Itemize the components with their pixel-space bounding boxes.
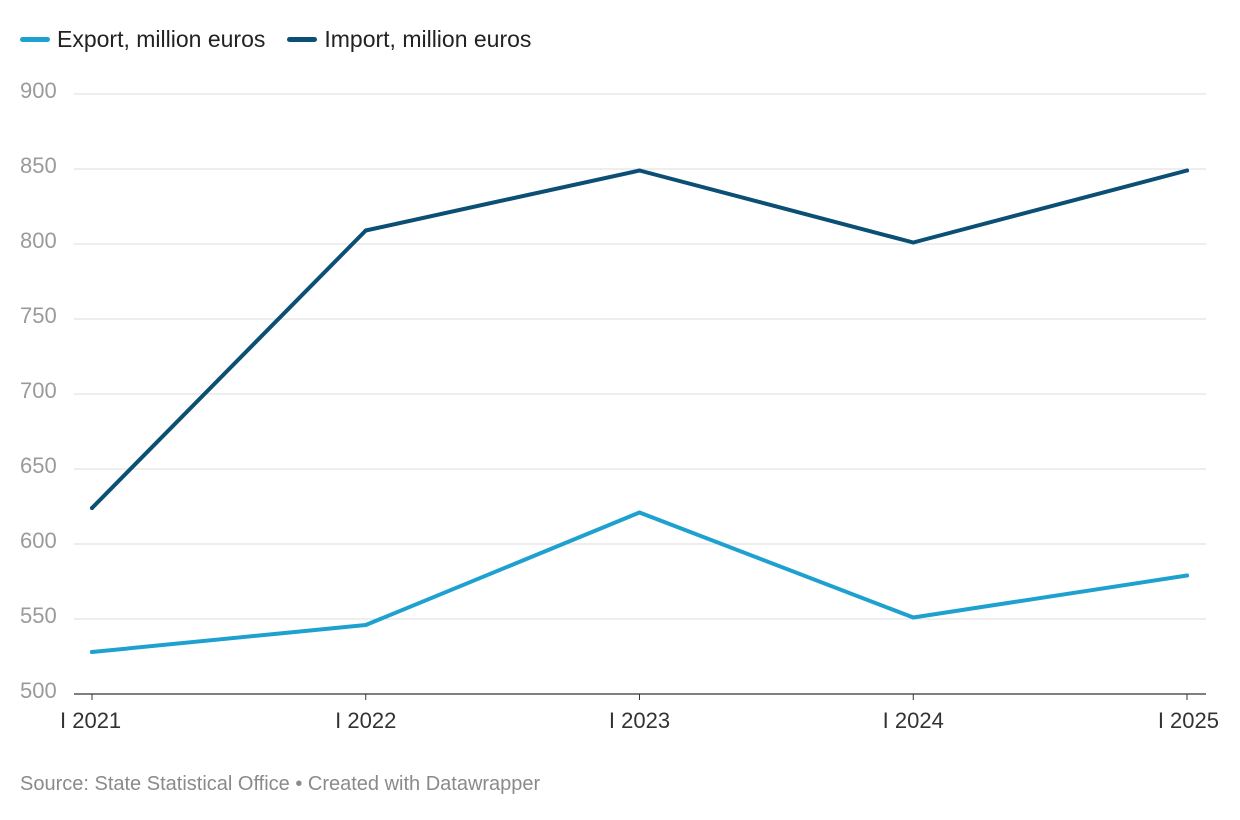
legend-item-import: Import, million euros (287, 26, 531, 53)
legend-swatch-import (287, 37, 318, 42)
legend: Export, million euros Import, million eu… (20, 26, 531, 53)
legend-item-export: Export, million euros (20, 26, 265, 53)
y-tick-label: 700 (20, 378, 57, 403)
x-tick-label: I 2021 (60, 708, 121, 733)
y-tick-label: 650 (20, 453, 57, 478)
data-point-import (1185, 168, 1189, 173)
data-point-export (1185, 573, 1189, 578)
legend-swatch-export (20, 37, 50, 42)
x-tick-label: I 2022 (335, 708, 396, 733)
x-tick-label: I 2025 (1158, 708, 1219, 733)
y-tick-label: 800 (20, 228, 57, 253)
y-tick-label: 750 (20, 303, 57, 328)
x-tick-label: I 2023 (609, 708, 670, 733)
legend-label-export: Export, million euros (57, 26, 266, 52)
y-tick-label: 500 (20, 678, 57, 703)
series-line-export (90, 510, 1189, 654)
data-point-export (363, 623, 368, 627)
data-point-import (637, 168, 642, 173)
x-tick-label: I 2024 (883, 708, 944, 733)
source-note: Source: State Statistical Office • Creat… (20, 773, 541, 795)
y-tick-label: 900 (20, 78, 57, 103)
data-point-export (637, 510, 642, 515)
y-tick-label: 550 (20, 603, 57, 628)
data-point-import (90, 506, 94, 510)
data-point-export (911, 615, 916, 620)
y-tick-label: 850 (20, 153, 57, 178)
data-point-import (363, 228, 368, 233)
legend-label-import: Import, million euros (324, 26, 532, 52)
data-point-import (911, 240, 916, 245)
series-line-import (90, 168, 1189, 510)
y-tick-label: 600 (20, 528, 57, 553)
data-point-export (90, 650, 94, 654)
